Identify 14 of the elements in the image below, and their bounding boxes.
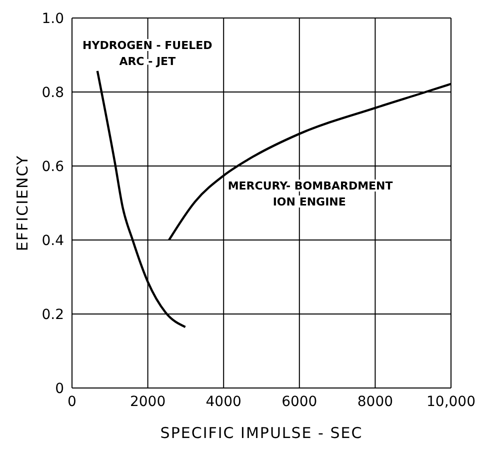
y-tick-label: 0.8 bbox=[42, 84, 64, 101]
x-tick-label: 10,000 bbox=[426, 394, 476, 410]
y-tick-label: 0 bbox=[55, 380, 64, 397]
x-tick-label: 8000 bbox=[357, 394, 394, 410]
x-tick-label: 2000 bbox=[130, 394, 166, 410]
x-tick-label: 6000 bbox=[282, 394, 318, 410]
x-tick-label: 4000 bbox=[206, 394, 242, 410]
y-tick-label: 0.6 bbox=[42, 158, 64, 175]
x-tick-label: 0 bbox=[68, 394, 76, 410]
y-axis-title: EFFICIENCY bbox=[13, 154, 32, 252]
y-tick-label: 0.2 bbox=[42, 306, 64, 323]
y-tick-label: 1.0 bbox=[42, 10, 64, 27]
x-axis-title: SPECIFIC IMPULSE - SEC bbox=[160, 424, 363, 442]
y-tick-label: 0.4 bbox=[42, 232, 64, 249]
